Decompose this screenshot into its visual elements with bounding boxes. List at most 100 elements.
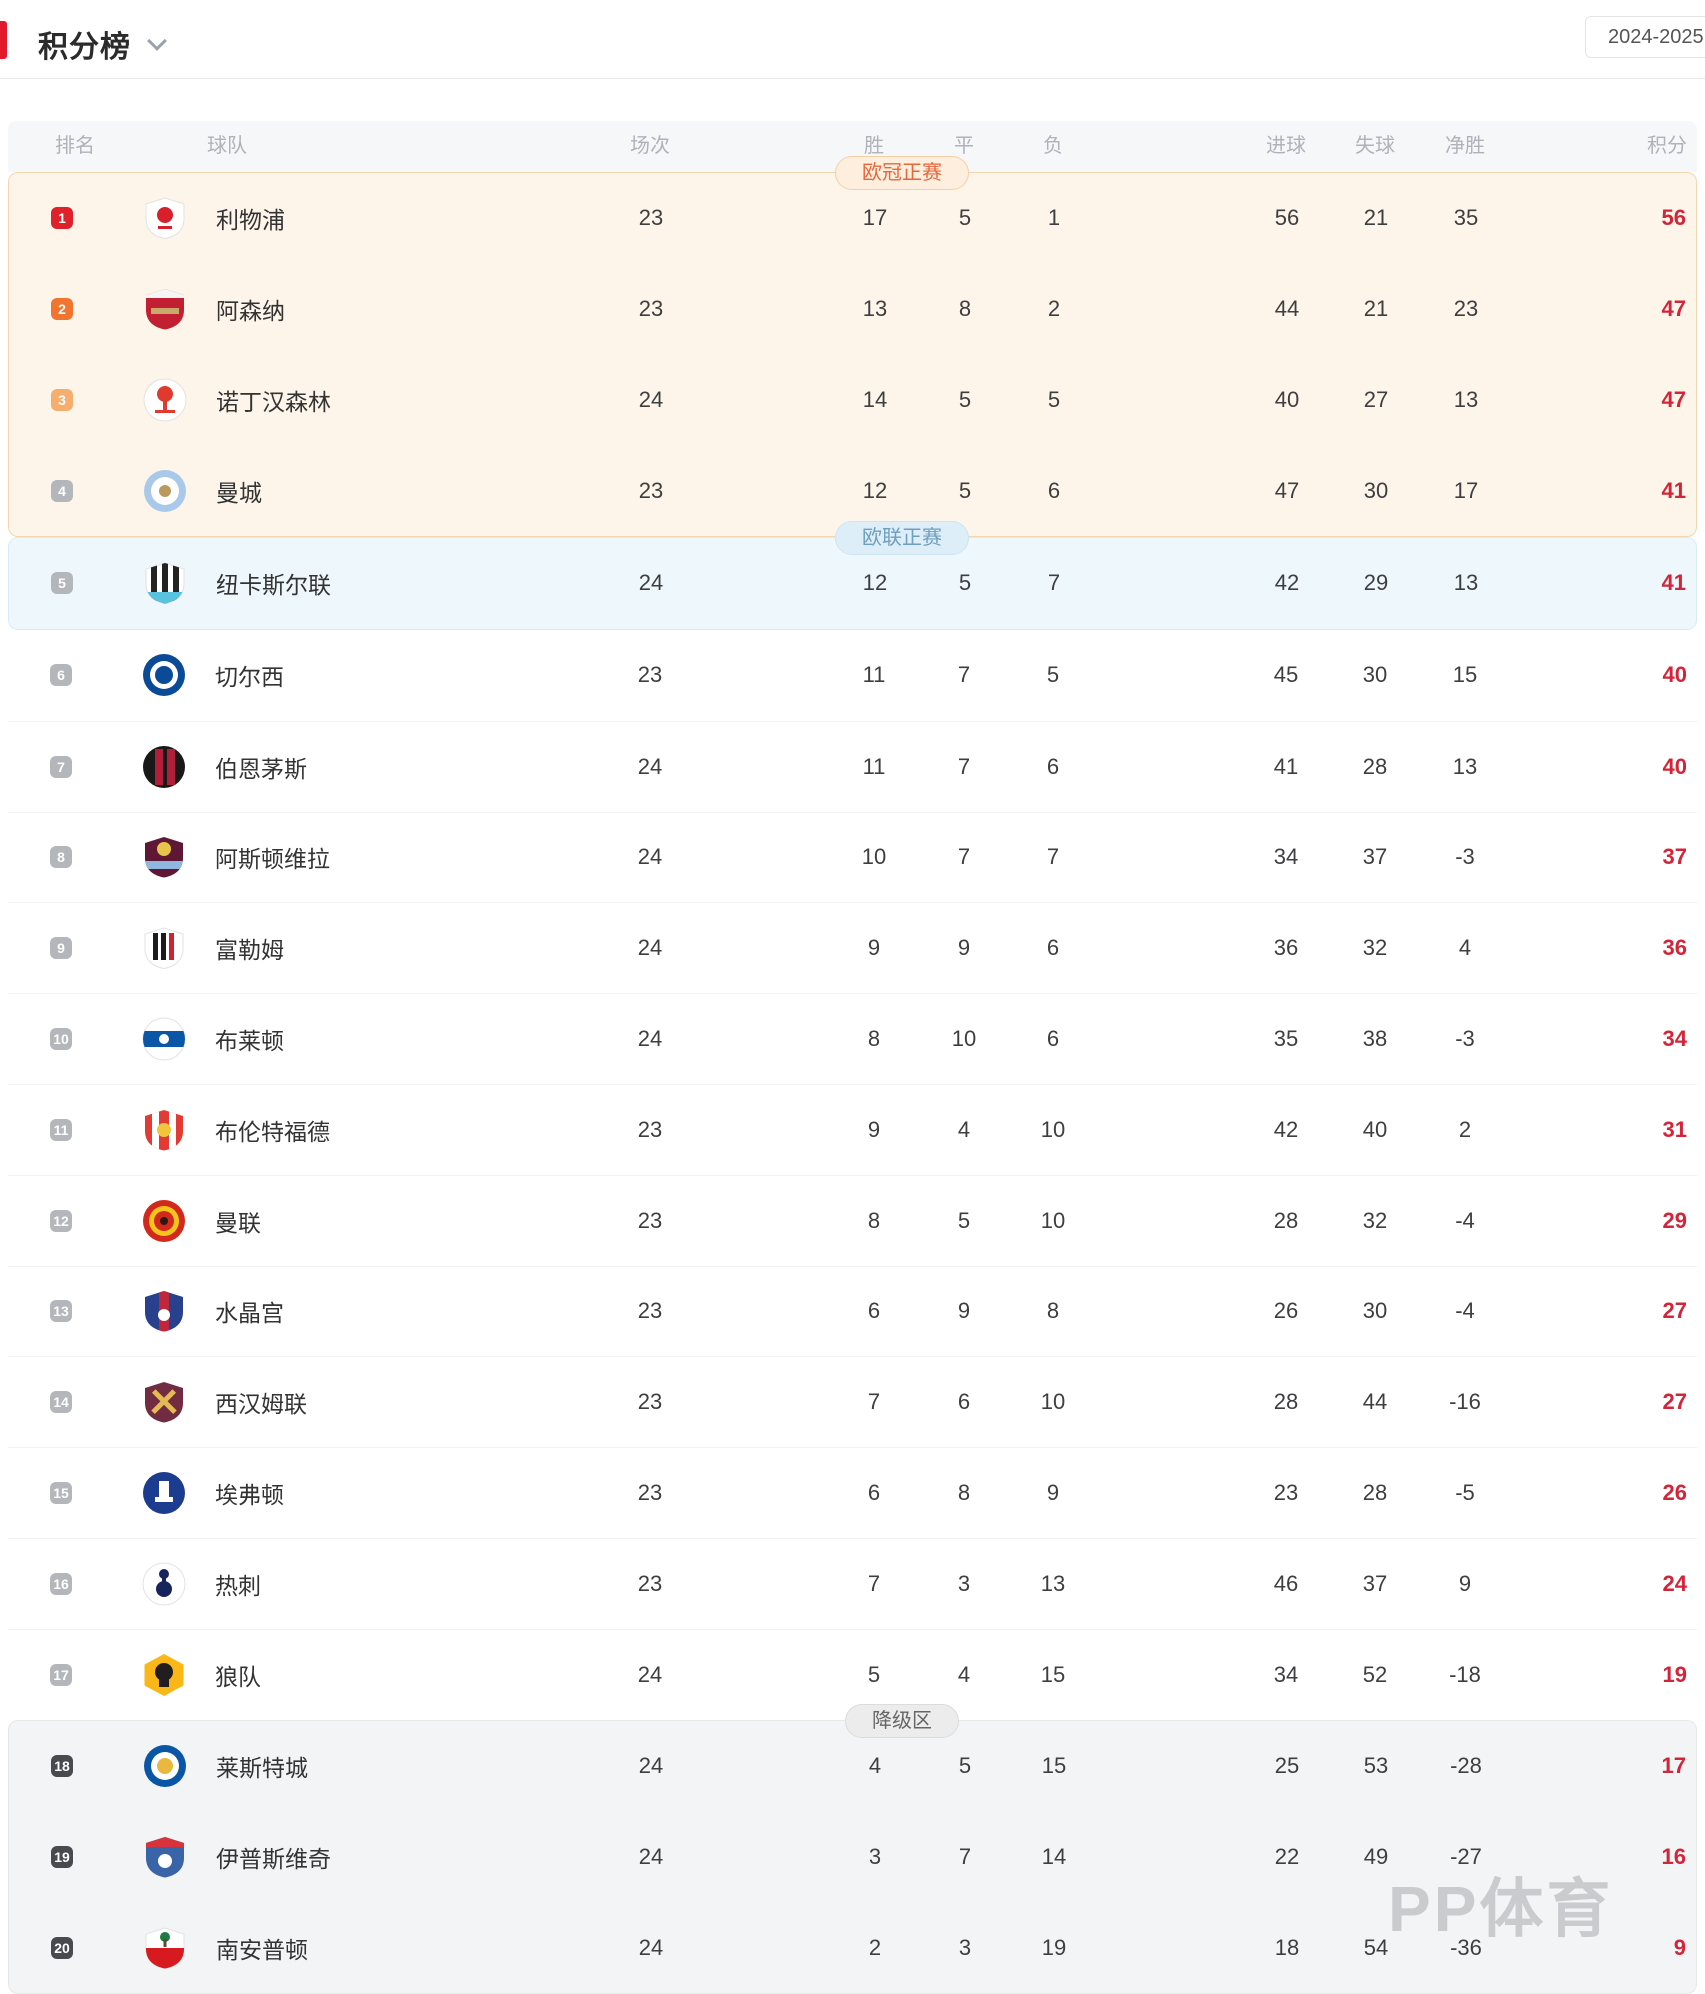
team-logo-icon xyxy=(143,469,187,513)
rank-badge: 5 xyxy=(51,572,73,595)
europa-league-zone: 欧联正赛 5 纽卡斯尔联 24 12 5 7 42 29 13 41 xyxy=(8,521,1697,630)
cell-draw: 6 xyxy=(957,1389,971,1415)
table-row[interactable]: 13 水晶宫 23 6 9 8 26 30 -4 27 xyxy=(8,1265,1697,1357)
cell-points: 31 xyxy=(1662,1116,1687,1142)
table-row[interactable]: 8 阿斯顿维拉 24 10 7 7 34 37 -3 37 xyxy=(8,811,1697,903)
cell-draw: 4 xyxy=(957,1116,971,1142)
col-header-goal-diff: 净胜 xyxy=(1445,135,1485,157)
cell-goals-against: 40 xyxy=(1362,1116,1388,1142)
cell-win: 8 xyxy=(867,1026,881,1052)
table-row[interactable]: 1 利物浦 23 17 5 1 56 21 35 56 xyxy=(9,173,1696,264)
cell-points: 47 xyxy=(1661,296,1686,322)
cell-goal-diff: 17 xyxy=(1453,477,1479,503)
col-header-goals-against: 失球 xyxy=(1355,135,1395,157)
cell-goals-against: 30 xyxy=(1362,662,1388,688)
cell-win: 13 xyxy=(862,296,888,322)
team-name: 阿斯顿维拉 xyxy=(215,846,330,873)
team-name: 阿森纳 xyxy=(216,298,285,325)
cell-goals-for: 28 xyxy=(1273,1389,1299,1415)
cell-goals-for: 36 xyxy=(1273,935,1299,961)
champions-league-zone-badge: 欧冠正赛 xyxy=(835,156,969,190)
table-row[interactable]: 18 莱斯特城 24 4 5 15 25 53 -28 17 xyxy=(9,1721,1696,1812)
table-row[interactable]: 16 热刺 23 7 3 13 46 37 9 24 xyxy=(8,1537,1697,1629)
cell-draw: 7 xyxy=(957,844,971,870)
team-name: 莱斯特城 xyxy=(216,1754,308,1781)
season-selector[interactable]: 2024-2025 xyxy=(1585,16,1705,58)
cell-win: 4 xyxy=(868,1752,882,1778)
cell-points: 36 xyxy=(1662,935,1687,961)
table-row[interactable]: 12 曼联 23 8 5 10 28 32 -4 29 xyxy=(8,1174,1697,1266)
team-name: 曼城 xyxy=(216,479,262,506)
table-row[interactable]: 10 布莱顿 24 8 10 6 35 38 -3 34 xyxy=(8,993,1697,1084)
table-row[interactable]: 15 埃弗顿 23 6 8 9 23 28 -5 26 xyxy=(8,1447,1697,1538)
relegation-zone: 降级区 18 莱斯特城 24 4 5 15 25 53 -28 17 19 伊普斯维奇 24 3 7 14 22 4… xyxy=(8,1703,1697,1994)
cell-goal-diff: -28 xyxy=(1450,1752,1482,1778)
team-name: 伊普斯维奇 xyxy=(216,1845,331,1872)
table-row[interactable]: 20 南安普顿 24 2 3 19 18 54 -36 9 xyxy=(9,1902,1696,1993)
team-logo-icon xyxy=(142,1471,186,1515)
cell-win: 10 xyxy=(861,844,887,870)
table-row[interactable]: 19 伊普斯维奇 24 3 7 14 22 49 -27 16 xyxy=(9,1811,1696,1902)
cell-loss: 7 xyxy=(1046,844,1060,870)
col-header-team: 球队 xyxy=(207,135,247,157)
cell-goals-against: 21 xyxy=(1363,205,1389,231)
team-logo-icon xyxy=(142,1289,186,1333)
table-row[interactable]: 3 诺丁汉森林 24 14 5 5 40 27 13 47 xyxy=(9,355,1696,446)
table-row[interactable]: 5 纽卡斯尔联 24 12 5 7 42 29 13 41 xyxy=(9,538,1696,629)
cell-goals-against: 28 xyxy=(1362,1480,1388,1506)
cell-loss: 10 xyxy=(1040,1116,1066,1142)
cell-points: 41 xyxy=(1661,570,1686,596)
cell-loss: 13 xyxy=(1040,1570,1066,1596)
table-row[interactable]: 17 狼队 24 5 4 15 34 52 -18 19 xyxy=(8,1628,1697,1720)
cell-goals-for: 28 xyxy=(1273,1207,1299,1233)
rank-badge: 3 xyxy=(51,388,73,411)
cell-win: 3 xyxy=(868,1843,882,1869)
cell-goals-against: 32 xyxy=(1362,1207,1388,1233)
cell-win: 12 xyxy=(862,477,888,503)
cell-goals-for: 42 xyxy=(1273,1116,1299,1142)
cell-goals-against: 29 xyxy=(1363,570,1389,596)
cell-goals-against: 27 xyxy=(1363,386,1389,412)
table-row[interactable]: 6 切尔西 23 11 7 5 45 30 15 40 xyxy=(8,630,1697,721)
cell-played: 24 xyxy=(638,570,664,596)
col-header-loss: 负 xyxy=(1043,135,1063,157)
chevron-down-icon[interactable] xyxy=(147,31,167,51)
table-row[interactable]: 11 布伦特福德 23 9 4 10 42 40 2 31 xyxy=(8,1083,1697,1175)
table-row[interactable]: 7 伯恩茅斯 24 11 7 6 41 28 13 40 xyxy=(8,720,1697,812)
title-bar: 积分榜 2024-2025 xyxy=(0,0,1705,79)
rank-badge: 9 xyxy=(50,937,72,960)
cell-goals-for: 46 xyxy=(1273,1570,1299,1596)
cell-loss: 19 xyxy=(1041,1934,1067,1960)
cell-goal-diff: -4 xyxy=(1455,1298,1475,1324)
cell-played: 23 xyxy=(637,1389,663,1415)
rank-badge: 7 xyxy=(50,755,72,778)
cell-played: 24 xyxy=(638,386,664,412)
cell-played: 24 xyxy=(638,1934,664,1960)
cell-played: 23 xyxy=(638,296,664,322)
team-name: 狼队 xyxy=(215,1663,261,1690)
cell-played: 24 xyxy=(637,753,663,779)
cell-played: 23 xyxy=(638,477,664,503)
col-header-played: 场次 xyxy=(630,135,670,157)
table-row[interactable]: 9 富勒姆 24 9 9 6 36 32 4 36 xyxy=(8,902,1697,993)
cell-win: 11 xyxy=(862,662,886,688)
cell-draw: 5 xyxy=(958,386,972,412)
cell-loss: 1 xyxy=(1047,205,1061,231)
table-row[interactable]: 2 阿森纳 23 13 8 2 44 21 23 47 xyxy=(9,264,1696,355)
team-logo-icon xyxy=(142,835,186,879)
table-row[interactable]: 14 西汉姆联 23 7 6 10 28 44 -16 27 xyxy=(8,1356,1697,1447)
team-logo-icon xyxy=(143,287,187,331)
col-header-draw: 平 xyxy=(954,135,974,157)
cell-loss: 9 xyxy=(1046,1480,1060,1506)
rank-badge: 17 xyxy=(50,1663,72,1686)
team-logo-icon xyxy=(143,1744,187,1788)
cell-points: 40 xyxy=(1662,662,1687,688)
cell-goals-for: 47 xyxy=(1274,477,1300,503)
cell-played: 23 xyxy=(637,662,663,688)
team-logo-icon xyxy=(142,653,186,697)
cell-draw: 3 xyxy=(957,1570,971,1596)
table-row[interactable]: 4 曼城 23 12 5 6 47 30 17 41 xyxy=(9,445,1696,536)
season-label: 2024-2025 xyxy=(1608,26,1704,48)
team-name: 伯恩茅斯 xyxy=(215,755,307,782)
cell-points: 37 xyxy=(1662,844,1687,870)
